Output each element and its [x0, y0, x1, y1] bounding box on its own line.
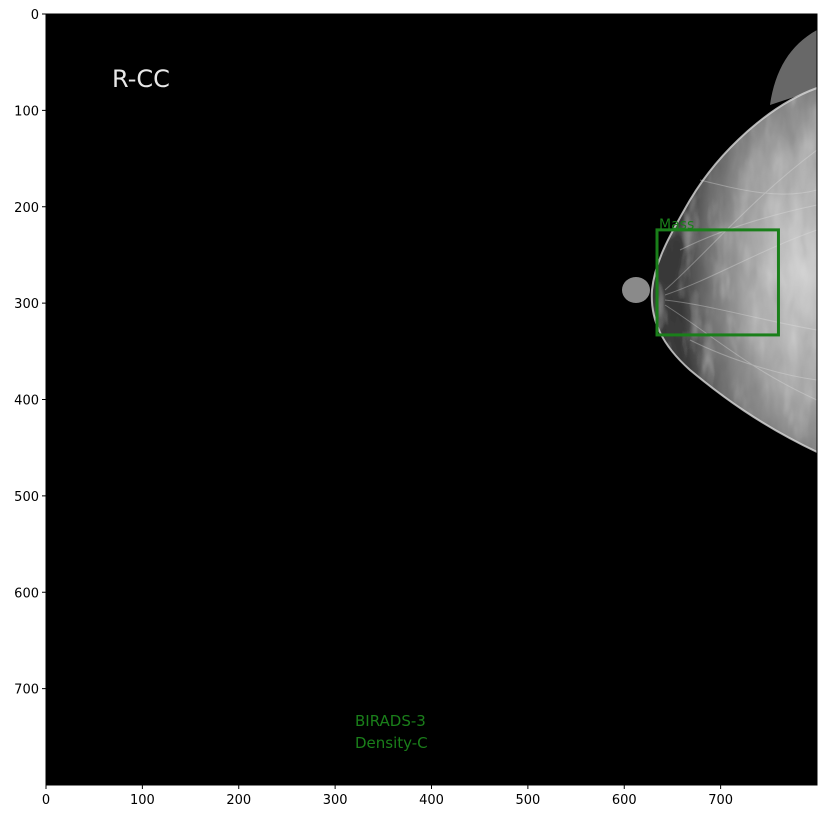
- x-axis: 0 100 200 300 400 500 600 700: [42, 785, 733, 808]
- breast-tissue: [622, 30, 817, 453]
- skin-line: [650, 87, 817, 453]
- y-tick-label: 500: [14, 490, 39, 505]
- breast-shape: [651, 88, 817, 452]
- mammogram-image: [46, 14, 817, 785]
- y-axis: 0 100 200 300 400 500 600 700: [14, 8, 46, 698]
- y-tick-label: 300: [14, 297, 39, 312]
- x-tick-label: 700: [708, 793, 733, 808]
- x-tick-label: 0: [42, 793, 50, 808]
- y-tick-label: 100: [14, 104, 39, 119]
- y-tick-label: 400: [14, 394, 39, 409]
- tissue-strands: [664, 149, 817, 401]
- mass-annotation: Mass: [655, 217, 780, 337]
- mass-bounding-box: [655, 228, 780, 337]
- x-tick-label: 400: [419, 793, 444, 808]
- density-text: Density-C: [355, 734, 428, 752]
- nipple: [622, 277, 650, 303]
- x-tick-label: 200: [226, 793, 251, 808]
- mass-label: Mass: [659, 217, 694, 233]
- birads-text: BIRADS-3: [355, 712, 426, 730]
- view-label: R-CC: [112, 65, 170, 93]
- y-tick-label: 700: [14, 683, 39, 698]
- y-tick-label: 0: [31, 8, 39, 23]
- x-tick-label: 300: [323, 793, 348, 808]
- x-tick-label: 600: [612, 793, 637, 808]
- pectoral-region: [770, 30, 817, 105]
- y-tick-label: 600: [14, 586, 39, 601]
- x-tick-label: 100: [130, 793, 155, 808]
- x-tick-label: 500: [515, 793, 540, 808]
- y-tick-label: 200: [14, 201, 39, 216]
